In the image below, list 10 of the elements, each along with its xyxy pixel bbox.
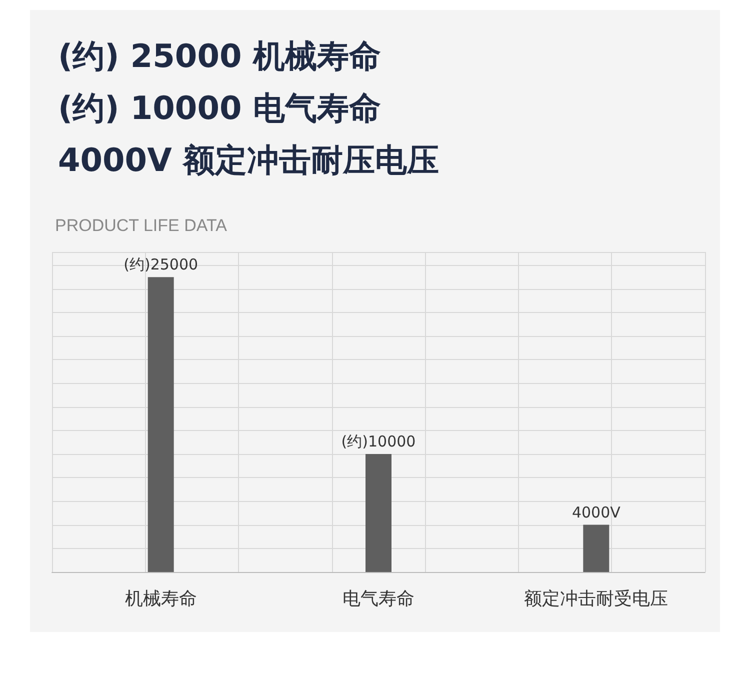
data-label: (约)10000	[341, 432, 416, 451]
text: (约) 25000 机械寿命	[58, 36, 382, 77]
data-label: 4000V	[572, 503, 622, 522]
chart-title: PRODUCT LIFE DATA	[55, 216, 228, 235]
x-tick-label: 电气寿命	[342, 588, 414, 610]
text: (约) 10000 电气寿命	[58, 88, 382, 129]
x-tick-label: 机械寿命	[124, 588, 197, 610]
text: 4000V 额定冲击耐压电压	[58, 140, 440, 181]
x-tick-label: 额定冲击耐受电压	[524, 588, 668, 610]
data-label: (约)25000	[124, 256, 198, 274]
